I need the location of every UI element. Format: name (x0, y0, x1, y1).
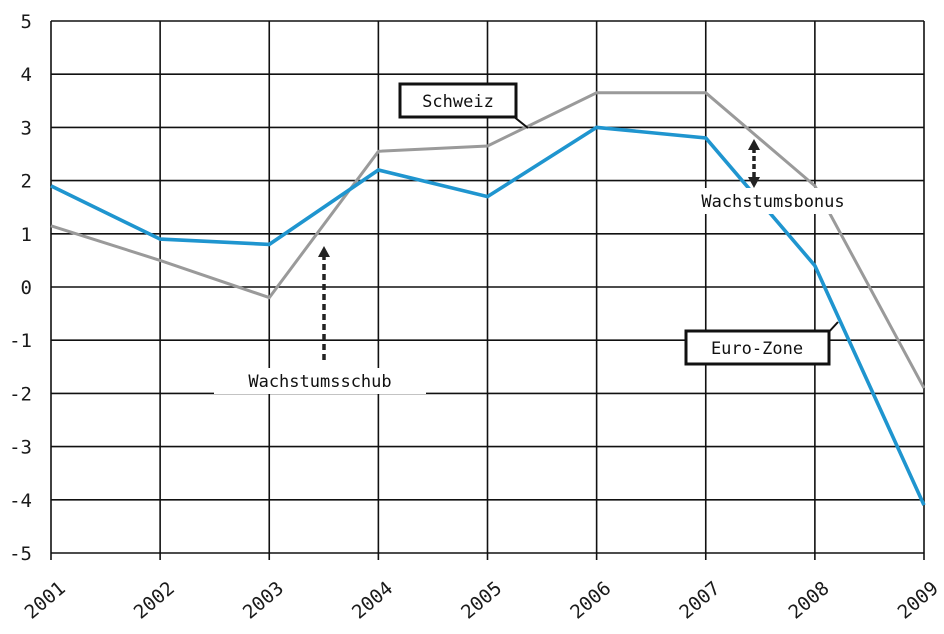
y-tick-label: -4 (9, 490, 32, 512)
y-tick-label: -5 (9, 543, 32, 565)
x-tick-label: 2009 (894, 577, 943, 623)
y-tick-label: -2 (9, 383, 32, 405)
eurozone-series-label: Euro-Zone (684, 321, 839, 366)
y-tick-label: 2 (21, 171, 32, 193)
x-tick-label: 2007 (675, 577, 724, 623)
wachstumsbonus-arrow-head-down (748, 177, 760, 188)
y-axis-ticks: 5 4 3 2 1 0 -1 -2 -3 -4 -5 (9, 11, 32, 565)
y-tick-label: -3 (9, 437, 32, 459)
wachstumsschub-annotation: Wachstumsschub (214, 246, 426, 394)
x-axis-ticks: 2001 2002 2003 2004 2005 2006 2007 2008 2009 (21, 577, 943, 623)
y-tick-label: 3 (21, 117, 32, 139)
x-tick-label: 2006 (566, 577, 615, 623)
schweiz-label-text: Schweiz (422, 92, 494, 112)
x-tick-label: 2002 (130, 577, 179, 623)
x-tick-label: 2005 (457, 577, 506, 623)
y-tick-label: -1 (9, 330, 32, 352)
eurozone-label-text: Euro-Zone (711, 339, 803, 359)
x-tick-label: 2003 (239, 577, 288, 623)
wachstumsbonus-arrow-head-up (748, 139, 760, 150)
y-tick-label: 1 (21, 224, 32, 246)
y-tick-label: 0 (21, 277, 32, 299)
y-tick-label: 5 (21, 11, 32, 33)
wachstumsbonus-annotation: Wachstumsbonus (672, 139, 874, 214)
x-tick-label: 2008 (784, 577, 833, 623)
wachstumsschub-label-bg (214, 368, 426, 394)
y-tick-label: 4 (21, 64, 32, 86)
schweiz-series-line (50, 91, 926, 389)
x-tick-label: 2001 (21, 577, 70, 623)
euro-zone-series-line (50, 125, 926, 506)
series-lines (50, 91, 926, 506)
schweiz-label-box (398, 82, 518, 119)
wachstumsbonus-label: Wachstumsbonus (701, 192, 844, 212)
wachstumsbonus-label-bg (672, 188, 874, 214)
eurozone-label-box (684, 329, 831, 366)
x-tick-label: 2004 (348, 577, 397, 623)
wachstumsschub-arrow-head (318, 246, 330, 257)
schweiz-series-label: Schweiz (398, 82, 529, 129)
wachstumsschub-label: Wachstumsschub (248, 372, 391, 392)
chart-grid (50, 20, 925, 560)
